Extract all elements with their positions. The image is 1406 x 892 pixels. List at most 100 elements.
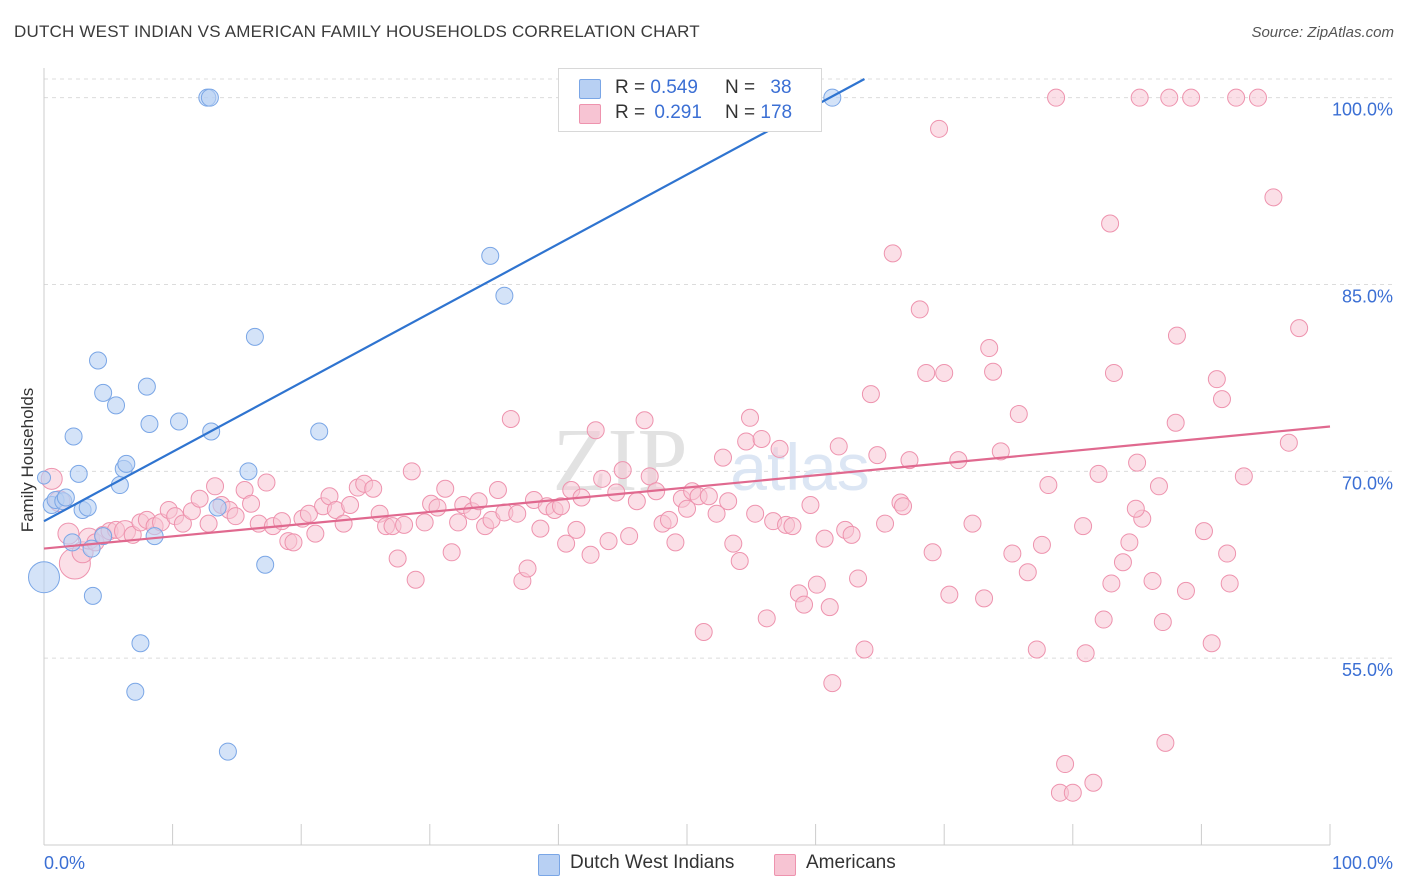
american-point [640, 467, 659, 486]
american-point [1094, 610, 1113, 629]
dutch-west-indian-point [94, 527, 113, 546]
american-point [1009, 405, 1028, 424]
american-point [666, 533, 685, 552]
x-tick-label-min: 0.0% [44, 853, 85, 873]
american-point [190, 489, 209, 508]
american-point [1027, 640, 1046, 659]
american-point [1290, 319, 1309, 338]
american-point [730, 552, 749, 571]
legend-r-value-blue: 0.549 [650, 77, 698, 98]
dutch-west-indian-point [117, 454, 136, 473]
american-point [1074, 517, 1093, 536]
american-point [795, 595, 814, 614]
american-point [551, 497, 570, 516]
american-point [1166, 413, 1185, 432]
dutch-west-indian-point [208, 498, 227, 517]
dutch-west-indian-point [78, 498, 97, 517]
american-point [395, 515, 414, 534]
american-point [508, 504, 527, 523]
legend-r-value-pink: 0.291 [654, 102, 702, 123]
american-point [334, 514, 353, 533]
american-point [1018, 563, 1037, 582]
dutch-west-indian-point [140, 415, 159, 434]
american-point [1063, 783, 1082, 802]
dutch-west-indian-point [218, 742, 237, 761]
trend-lines [43, 78, 1331, 550]
dutch-west-indian-point [495, 286, 514, 305]
american-point [868, 446, 887, 465]
american-point [1153, 613, 1172, 632]
american-point [855, 640, 874, 659]
dutch-west-indian-point [823, 88, 842, 107]
american-point [1102, 574, 1121, 593]
dutch-west-indian-point [310, 422, 329, 441]
dutch-west-indian-point [94, 383, 113, 402]
grid-layer [44, 78, 1392, 659]
american-point [861, 385, 880, 404]
american-point [923, 543, 942, 562]
legend-n-value-pink: 178 [760, 102, 793, 123]
trend-line-dutch-west-indians [43, 78, 865, 523]
axis-layer [43, 68, 1331, 846]
american-point [518, 559, 537, 578]
american-point [1032, 535, 1051, 554]
american-point [757, 609, 776, 628]
american-point [910, 300, 929, 319]
american-point [557, 534, 576, 553]
american-point [1128, 453, 1147, 472]
dutch-west-indian-point [126, 682, 145, 701]
american-point [442, 543, 461, 562]
american-point [1126, 499, 1145, 518]
american-point [620, 527, 639, 546]
american-point [1218, 544, 1237, 563]
american-point [581, 545, 600, 564]
american-point [894, 497, 913, 516]
y-tick-label: 70.0% [1342, 473, 1393, 493]
y-tick-label: 100.0% [1332, 100, 1393, 120]
legend-r-label: R = [615, 77, 646, 98]
american-point [206, 477, 225, 496]
american-point [199, 514, 218, 533]
american-point [935, 363, 954, 382]
legend-n-label: N = [725, 102, 756, 123]
american-point [613, 461, 632, 480]
american-point [876, 514, 895, 533]
dutch-west-indian-point [89, 351, 108, 370]
dutch-west-indian-point [256, 555, 275, 574]
american-point [341, 495, 360, 514]
american-point [815, 529, 834, 548]
american-point [770, 439, 789, 458]
dutch-west-indian-point [170, 412, 189, 431]
american-point [1220, 574, 1239, 593]
tick-labels: 55.0% 70.0% 85.0% 100.0% 0.0% 100.0% [44, 100, 1393, 873]
american-point [783, 517, 802, 536]
y-tick-label: 85.0% [1342, 287, 1393, 307]
american-point [807, 575, 826, 594]
american-point [930, 119, 949, 138]
american-point [1084, 773, 1103, 792]
american-point [586, 421, 605, 440]
american-point [607, 483, 626, 502]
american-point [1039, 476, 1058, 495]
legend-n-blue: N = 38 [725, 77, 792, 99]
american-point [963, 514, 982, 533]
american-point [900, 451, 919, 470]
y-axis-label: Family Households [18, 387, 37, 533]
american-point [1104, 363, 1123, 382]
dutch-west-indian-point [28, 561, 60, 594]
american-point [1234, 467, 1253, 486]
american-point [257, 473, 276, 492]
trend-line-americans [43, 425, 1331, 550]
dutch-west-indian-point [239, 462, 258, 481]
american-points [40, 88, 1309, 802]
dutch-west-indian-point [83, 586, 102, 605]
american-point [469, 492, 488, 511]
american-point [917, 363, 936, 382]
dutch-west-indian-point [37, 470, 51, 485]
legend-n-value-blue: 38 [770, 77, 792, 98]
american-point [1101, 214, 1120, 233]
dutch-west-indian-point [245, 327, 264, 346]
american-point [1156, 733, 1175, 752]
american-point [849, 569, 868, 588]
american-point [984, 362, 1003, 381]
